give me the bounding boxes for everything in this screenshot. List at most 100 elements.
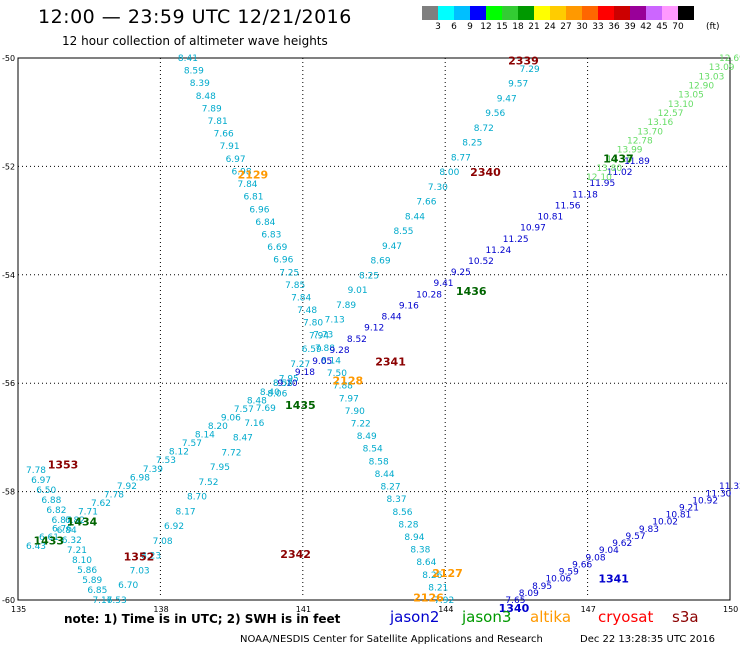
- wave-height-value: 8.56: [392, 508, 412, 518]
- lat-lon-grid: [17, 57, 731, 601]
- altimeter-tracks: 8.41 8.59 8.39 8.48 7.89 7.81 7.66 7.91 6.97 6.98…: [26, 54, 740, 606]
- wave-height-value: 10.97: [520, 224, 546, 234]
- wave-height-value: 7.39: [143, 465, 163, 475]
- wave-height-value: 7.53: [156, 456, 176, 466]
- wave-height-value: 7.92: [434, 596, 454, 606]
- color-swatch: [454, 6, 470, 20]
- color-scale-label: 42: [640, 22, 652, 32]
- wave-height-value: 8.27: [381, 483, 401, 493]
- color-scale-label: 12: [480, 22, 492, 32]
- wave-height-value: 6.82: [65, 516, 85, 526]
- lon-tick-label: 144: [438, 605, 453, 614]
- wave-height-value: 11.56: [555, 201, 581, 211]
- wave-height-value: 7.08: [153, 537, 173, 547]
- wave-height-value: 8.58: [273, 379, 293, 389]
- wave-height-value: 13.15: [607, 155, 633, 165]
- wave-height-value: 8.06: [267, 389, 287, 399]
- wave-height-value: 13.16: [647, 118, 673, 128]
- wave-height-value: 9.25: [451, 268, 471, 278]
- wave-height-value: 10.92: [692, 496, 718, 506]
- wave-height-value: 9.47: [497, 94, 517, 104]
- wave-height-value: 10.02: [652, 518, 678, 528]
- wave-height-value: 7.66: [214, 130, 234, 140]
- wave-height-value: 10.06: [545, 575, 571, 585]
- wave-height-value: 7.72: [221, 448, 241, 458]
- wave-height-value: 7.84: [237, 180, 257, 190]
- color-scale-label: 9: [467, 22, 473, 32]
- wave-height-value: 9.47: [382, 242, 402, 252]
- wave-height-value: 7.90: [345, 407, 365, 417]
- wave-height-value: 9.59: [559, 568, 579, 578]
- color-swatch: [534, 6, 550, 20]
- wave-height-value: 6.70: [118, 581, 138, 591]
- lon-tick-label: 150: [723, 605, 738, 614]
- wave-height-value: 6.69: [267, 243, 287, 253]
- wave-height-value: 13.05: [678, 91, 704, 101]
- wave-height-value: 8.17: [176, 507, 196, 517]
- pass-time-label: 2342: [280, 548, 311, 561]
- wave-height-value: 9.41: [433, 279, 453, 289]
- pass-time-label: 1437: [603, 152, 634, 165]
- wave-height-value: 7.62: [91, 499, 111, 509]
- color-scale-label: 70: [672, 22, 684, 32]
- color-scale-label: 18: [512, 22, 524, 32]
- color-scale-label: 21: [528, 22, 540, 32]
- color-scale-label: 36: [608, 22, 620, 32]
- wave-height-value: 7.57: [182, 439, 202, 449]
- color-swatch: [470, 6, 486, 20]
- satellite-name: cryosat: [598, 608, 654, 626]
- wave-height-value: 8.23: [141, 552, 161, 562]
- pass-time-label: 1433: [33, 534, 64, 547]
- wave-height-value: 10.52: [468, 257, 494, 267]
- wave-height-value: 8.69: [371, 257, 391, 267]
- wave-height-value: 7.89: [336, 301, 356, 311]
- wave-height-value: 7.30: [428, 183, 448, 193]
- wave-height-value: 7.81: [208, 117, 228, 127]
- pass-time-label: 1340: [499, 602, 530, 615]
- wave-height-value: 6.87: [52, 516, 72, 526]
- map-subtitle: 12 hour collection of altimeter wave hei…: [62, 34, 328, 48]
- wave-height-value: 9.83: [639, 525, 659, 535]
- wave-height-value: 7.88: [333, 382, 353, 392]
- pass-time-label: 1341: [598, 572, 629, 585]
- wave-height-value: 8.41: [178, 54, 198, 64]
- wave-height-value: 12.57: [658, 109, 684, 119]
- wave-height-value: 7.91: [220, 142, 240, 152]
- color-swatch: [582, 6, 598, 20]
- wave-height-value: 9.18: [295, 368, 315, 378]
- wave-height-value: 7.16: [92, 596, 112, 606]
- wave-height-value: 7.85: [285, 281, 305, 291]
- wave-height-value: 8.25: [359, 271, 379, 281]
- wave-height-value: 6.92: [164, 522, 184, 532]
- wave-height-value: 7.52: [198, 478, 218, 488]
- color-scale-label: 45: [656, 22, 668, 32]
- wave-height-value: 11.95: [589, 179, 615, 189]
- wave-height-value: 11.18: [572, 190, 598, 200]
- wave-height-value: 8.44: [405, 212, 425, 222]
- wave-height-value: 8.44: [375, 470, 395, 480]
- wave-height-value: 8.58: [369, 457, 389, 467]
- wave-height-value: 7.95: [279, 375, 299, 385]
- wave-height-value: 6.98: [232, 167, 252, 177]
- wave-height-value: 8.14: [195, 431, 215, 441]
- color-swatch: [630, 6, 646, 20]
- wave-height-value: 6.59: [302, 345, 322, 355]
- lon-tick-label: 135: [11, 605, 26, 614]
- wave-height-value: 8.59: [184, 67, 204, 77]
- lat-tick-label: -50: [2, 54, 15, 63]
- wave-height-value: 9.62: [612, 539, 632, 549]
- wave-height-value: 11.32: [719, 482, 740, 492]
- wave-height-value: 13.99: [617, 146, 643, 156]
- lat-tick-label: -58: [2, 488, 15, 497]
- color-swatch: [662, 6, 678, 20]
- wave-height-value: 12.69: [719, 54, 740, 64]
- wave-height-value: 8.14: [321, 357, 341, 367]
- wave-height-value: 12.78: [627, 137, 653, 147]
- lat-tick-label: -60: [2, 596, 15, 605]
- wave-height-value: 7.53: [107, 596, 127, 606]
- wave-height-value: 9.56: [485, 109, 505, 119]
- wave-height-value: 8.25: [462, 139, 482, 149]
- wave-height-value: 6.83: [261, 230, 281, 240]
- wave-height-value: 6.32: [62, 536, 82, 546]
- wave-height-value: 8.47: [233, 434, 253, 444]
